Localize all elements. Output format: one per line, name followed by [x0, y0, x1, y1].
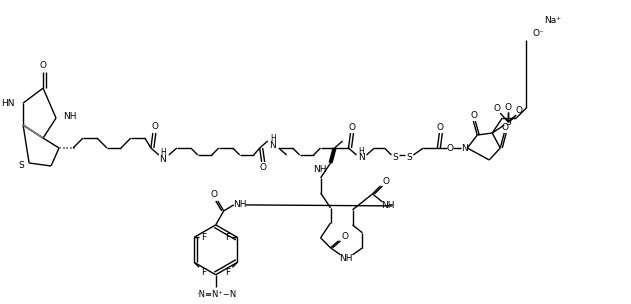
Text: O: O: [210, 190, 217, 199]
Text: N: N: [461, 143, 468, 153]
Text: O: O: [40, 61, 47, 70]
Text: O: O: [493, 104, 501, 112]
Text: NH: NH: [63, 112, 76, 121]
Text: HN: HN: [2, 98, 15, 108]
Text: O: O: [505, 102, 512, 112]
Text: O: O: [348, 123, 355, 132]
Text: NH: NH: [339, 254, 352, 263]
Text: NH: NH: [313, 165, 327, 174]
Text: N: N: [160, 155, 166, 164]
Text: O: O: [471, 111, 478, 119]
Text: H: H: [160, 148, 166, 157]
Text: S: S: [392, 154, 398, 163]
Text: O: O: [341, 232, 348, 241]
Text: H: H: [358, 147, 364, 156]
Text: S: S: [406, 154, 412, 163]
Text: O: O: [447, 143, 454, 153]
Text: N: N: [269, 140, 276, 150]
Text: H: H: [270, 133, 276, 143]
Text: O: O: [437, 123, 444, 132]
Text: S: S: [18, 161, 24, 171]
Text: S: S: [505, 118, 511, 126]
Text: O⁻: O⁻: [532, 29, 544, 38]
Text: N: N: [358, 154, 365, 163]
Text: ·N≡N⁺−N: ·N≡N⁺−N: [196, 290, 236, 299]
Text: F: F: [201, 268, 207, 277]
Text: O: O: [502, 123, 509, 132]
Text: NH: NH: [380, 202, 394, 210]
Text: Na⁺: Na⁺: [544, 16, 561, 25]
Text: O: O: [151, 122, 158, 130]
Text: O: O: [516, 105, 522, 115]
Text: F: F: [201, 233, 207, 242]
Text: NH: NH: [233, 200, 247, 209]
Text: O: O: [259, 164, 266, 172]
Text: F: F: [225, 268, 230, 277]
Text: F: F: [225, 233, 230, 242]
Text: O: O: [383, 178, 390, 186]
